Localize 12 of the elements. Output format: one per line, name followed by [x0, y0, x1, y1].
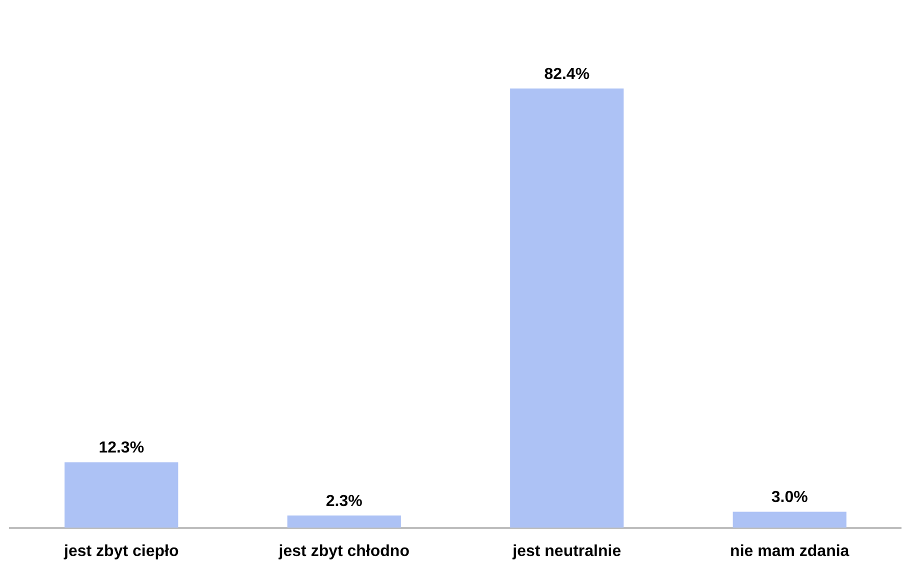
- data-label: 82.4%: [544, 66, 590, 83]
- data-label: 2.3%: [326, 492, 362, 510]
- x-tick-label: jest zbyt ciepło: [63, 542, 179, 560]
- bar: [732, 512, 846, 528]
- bar: [287, 516, 401, 528]
- x-tick-label: jest zbyt chłodno: [278, 542, 410, 560]
- x-tick-label: nie mam zdania: [730, 542, 850, 560]
- bar: [64, 462, 178, 528]
- x-tick-label: jest neutralnie: [512, 542, 622, 560]
- data-label: 3.0%: [771, 489, 808, 506]
- data-label: 12.3%: [98, 440, 144, 457]
- bar: [510, 88, 624, 528]
